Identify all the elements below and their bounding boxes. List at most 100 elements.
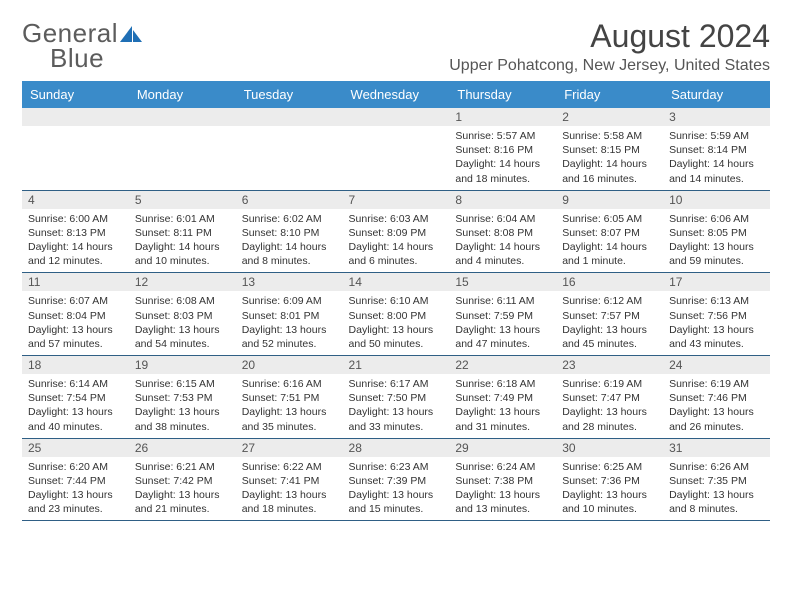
weekday-saturday: Saturday [663,81,770,108]
sunrise-line: Sunrise: 5:59 AM [669,129,764,143]
day-detail-cell: Sunrise: 6:13 AMSunset: 7:56 PMDaylight:… [663,291,770,355]
week-1-daynums: 45678910 [22,190,770,209]
daylight-line: Daylight: 13 hours and 23 minutes. [28,488,123,516]
day-detail-cell: Sunrise: 6:18 AMSunset: 7:49 PMDaylight:… [449,374,556,438]
sunset-line: Sunset: 8:07 PM [562,226,657,240]
daynum-cell: 5 [129,190,236,209]
daylight-line: Daylight: 13 hours and 35 minutes. [242,405,337,433]
daynum-cell: 14 [343,273,450,292]
day-detail-cell: Sunrise: 6:08 AMSunset: 8:03 PMDaylight:… [129,291,236,355]
sunrise-line: Sunrise: 6:08 AM [135,294,230,308]
logo-sail-icon [118,24,144,44]
sunset-line: Sunset: 8:14 PM [669,143,764,157]
sunset-line: Sunset: 7:53 PM [135,391,230,405]
daynum-cell: 31 [663,438,770,457]
sunset-line: Sunset: 7:51 PM [242,391,337,405]
day-detail-cell: Sunrise: 6:22 AMSunset: 7:41 PMDaylight:… [236,457,343,521]
weekday-sunday: Sunday [22,81,129,108]
daynum-cell: 13 [236,273,343,292]
sunrise-line: Sunrise: 6:03 AM [349,212,444,226]
sunset-line: Sunset: 8:03 PM [135,309,230,323]
sunset-line: Sunset: 8:05 PM [669,226,764,240]
daylight-line: Daylight: 13 hours and 31 minutes. [455,405,550,433]
sunrise-line: Sunrise: 6:13 AM [669,294,764,308]
day-detail-cell: Sunrise: 5:58 AMSunset: 8:15 PMDaylight:… [556,126,663,190]
daylight-line: Daylight: 14 hours and 18 minutes. [455,157,550,185]
day-detail-cell: Sunrise: 6:26 AMSunset: 7:35 PMDaylight:… [663,457,770,521]
daylight-line: Daylight: 13 hours and 8 minutes. [669,488,764,516]
day-detail-cell: Sunrise: 6:25 AMSunset: 7:36 PMDaylight:… [556,457,663,521]
daynum-cell: 12 [129,273,236,292]
sunrise-line: Sunrise: 6:00 AM [28,212,123,226]
weekday-wednesday: Wednesday [343,81,450,108]
daynum-cell: 4 [22,190,129,209]
daynum-cell: 7 [343,190,450,209]
daylight-line: Daylight: 14 hours and 8 minutes. [242,240,337,268]
day-detail-cell: Sunrise: 6:06 AMSunset: 8:05 PMDaylight:… [663,209,770,273]
day-detail-cell: Sunrise: 6:03 AMSunset: 8:09 PMDaylight:… [343,209,450,273]
sunrise-line: Sunrise: 6:04 AM [455,212,550,226]
sunrise-line: Sunrise: 6:09 AM [242,294,337,308]
sunset-line: Sunset: 7:38 PM [455,474,550,488]
day-detail-cell: Sunrise: 6:19 AMSunset: 7:46 PMDaylight:… [663,374,770,438]
day-detail-cell: Sunrise: 6:01 AMSunset: 8:11 PMDaylight:… [129,209,236,273]
weekday-header-row: SundayMondayTuesdayWednesdayThursdayFrid… [22,81,770,108]
day-detail-cell: Sunrise: 5:59 AMSunset: 8:14 PMDaylight:… [663,126,770,190]
day-detail-cell: Sunrise: 6:10 AMSunset: 8:00 PMDaylight:… [343,291,450,355]
sunset-line: Sunset: 7:57 PM [562,309,657,323]
daynum-cell: 29 [449,438,556,457]
daynum-cell: 20 [236,356,343,375]
daylight-line: Daylight: 13 hours and 21 minutes. [135,488,230,516]
calendar-table: SundayMondayTuesdayWednesdayThursdayFrid… [22,81,770,521]
day-detail-cell [129,126,236,190]
sunrise-line: Sunrise: 6:01 AM [135,212,230,226]
daylight-line: Daylight: 14 hours and 10 minutes. [135,240,230,268]
sunset-line: Sunset: 7:49 PM [455,391,550,405]
daylight-line: Daylight: 13 hours and 33 minutes. [349,405,444,433]
daylight-line: Daylight: 13 hours and 13 minutes. [455,488,550,516]
sunrise-line: Sunrise: 6:10 AM [349,294,444,308]
daynum-cell: 23 [556,356,663,375]
day-detail-cell: Sunrise: 6:19 AMSunset: 7:47 PMDaylight:… [556,374,663,438]
logo: General Blue [22,18,144,74]
sunrise-line: Sunrise: 6:23 AM [349,460,444,474]
daylight-line: Daylight: 13 hours and 26 minutes. [669,405,764,433]
sunset-line: Sunset: 8:01 PM [242,309,337,323]
sunset-line: Sunset: 8:16 PM [455,143,550,157]
sunrise-line: Sunrise: 5:57 AM [455,129,550,143]
daylight-line: Daylight: 14 hours and 6 minutes. [349,240,444,268]
day-detail-cell: Sunrise: 6:11 AMSunset: 7:59 PMDaylight:… [449,291,556,355]
daynum-cell: 30 [556,438,663,457]
daynum-cell: 17 [663,273,770,292]
daylight-line: Daylight: 13 hours and 40 minutes. [28,405,123,433]
day-detail-cell: Sunrise: 6:16 AMSunset: 7:51 PMDaylight:… [236,374,343,438]
daynum-cell: 9 [556,190,663,209]
sunset-line: Sunset: 8:09 PM [349,226,444,240]
daylight-line: Daylight: 13 hours and 38 minutes. [135,405,230,433]
daylight-line: Daylight: 13 hours and 52 minutes. [242,323,337,351]
day-detail-cell: Sunrise: 6:05 AMSunset: 8:07 PMDaylight:… [556,209,663,273]
daynum-cell [129,108,236,126]
sunrise-line: Sunrise: 6:26 AM [669,460,764,474]
day-detail-cell: Sunrise: 6:15 AMSunset: 7:53 PMDaylight:… [129,374,236,438]
day-detail-cell: Sunrise: 6:00 AMSunset: 8:13 PMDaylight:… [22,209,129,273]
sunrise-line: Sunrise: 6:02 AM [242,212,337,226]
daylight-line: Daylight: 13 hours and 59 minutes. [669,240,764,268]
week-4-daynums: 25262728293031 [22,438,770,457]
sunrise-line: Sunrise: 6:17 AM [349,377,444,391]
weekday-friday: Friday [556,81,663,108]
week-2-daynums: 11121314151617 [22,273,770,292]
sunset-line: Sunset: 7:47 PM [562,391,657,405]
sunset-line: Sunset: 7:35 PM [669,474,764,488]
daynum-cell: 22 [449,356,556,375]
sunrise-line: Sunrise: 6:25 AM [562,460,657,474]
sunset-line: Sunset: 8:10 PM [242,226,337,240]
daynum-cell: 10 [663,190,770,209]
daynum-cell: 11 [22,273,129,292]
sunrise-line: Sunrise: 6:05 AM [562,212,657,226]
sunrise-line: Sunrise: 6:21 AM [135,460,230,474]
day-detail-cell [22,126,129,190]
day-detail-cell: Sunrise: 6:21 AMSunset: 7:42 PMDaylight:… [129,457,236,521]
daylight-line: Daylight: 13 hours and 45 minutes. [562,323,657,351]
sunset-line: Sunset: 7:36 PM [562,474,657,488]
